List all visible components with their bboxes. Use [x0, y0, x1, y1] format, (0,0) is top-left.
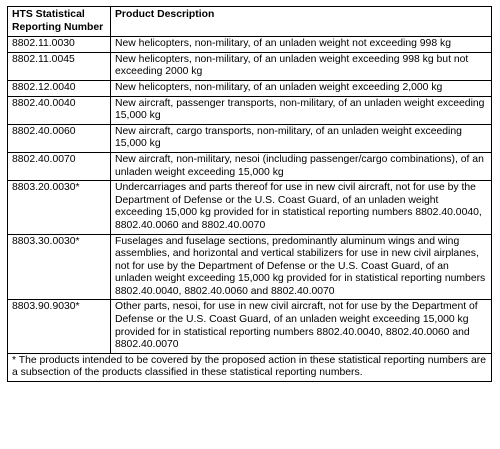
table-row: 8802.11.0030 New helicopters, non-milita…: [7, 36, 492, 53]
description-cell: Other parts, nesoi, for use in new civil…: [110, 299, 492, 354]
header-product-description: Product Description: [110, 5, 492, 38]
hts-table: HTS Statistical Reporting Number Product…: [7, 5, 492, 383]
table-row: 8803.20.0030* Undercarriages and parts t…: [7, 180, 492, 235]
description-cell: New helicopters, non-military, of an unl…: [110, 36, 492, 53]
hts-code-cell: 8803.30.0030*: [7, 233, 111, 301]
header-hts-number: HTS Statistical Reporting Number: [7, 5, 111, 38]
table-row: 8802.12.0040 New helicopters, non-milita…: [7, 79, 492, 97]
hts-code-cell: 8803.90.9030*: [7, 299, 111, 354]
hts-code-cell: 8802.11.0045: [7, 51, 111, 81]
table-row: 8802.40.0060 New aircraft, cargo transpo…: [7, 123, 492, 153]
table-row: 8803.90.9030* Other parts, nesoi, for us…: [7, 299, 492, 354]
document-page: HTS Statistical Reporting Number Product…: [7, 5, 492, 383]
table-row: 8803.30.0030* Fuselages and fuselage sec…: [7, 233, 492, 301]
hts-code-cell: 8802.40.0070: [7, 151, 111, 182]
hts-code-cell: 8803.20.0030*: [7, 180, 111, 235]
hts-code-cell: 8802.40.0060: [7, 123, 111, 153]
footnote-cell: * The products intended to be covered by…: [7, 352, 492, 383]
description-cell: New aircraft, non-military, nesoi (inclu…: [110, 151, 492, 182]
table-row: 8802.40.0040 New aircraft, passenger tra…: [7, 95, 492, 125]
description-cell: Fuselages and fuselage sections, predomi…: [110, 233, 492, 301]
hts-code-cell: 8802.12.0040: [7, 79, 111, 97]
footnote-row: * The products intended to be covered by…: [7, 352, 492, 383]
description-cell: New helicopters, non-military, of an unl…: [110, 51, 492, 81]
hts-code-cell: 8802.40.0040: [7, 95, 111, 125]
description-cell: New aircraft, passenger transports, non-…: [110, 95, 492, 125]
description-cell: New helicopters, non-military, of an unl…: [110, 79, 492, 97]
hts-code-cell: 8802.11.0030: [7, 36, 111, 53]
description-cell: Undercarriages and parts thereof for use…: [110, 180, 492, 235]
table-row: 8802.40.0070 New aircraft, non-military,…: [7, 151, 492, 182]
table-row: 8802.11.0045 New helicopters, non-milita…: [7, 51, 492, 81]
description-cell: New aircraft, cargo transports, non-mili…: [110, 123, 492, 153]
table-header-row: HTS Statistical Reporting Number Product…: [7, 5, 492, 38]
